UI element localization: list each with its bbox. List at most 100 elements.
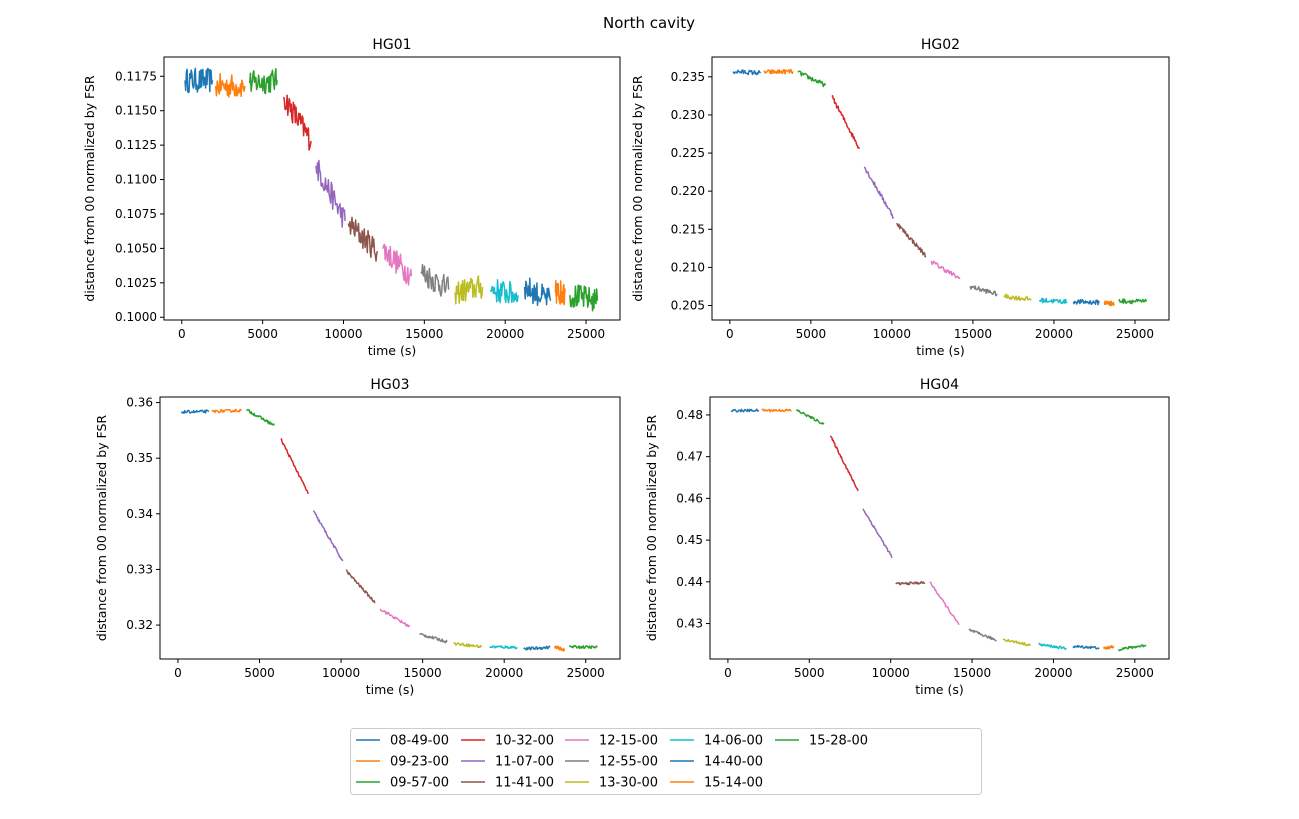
x-tick-label: 10000: [872, 666, 910, 680]
series-line-09-57-00: [248, 67, 278, 95]
legend-item: 08-49-00: [356, 734, 449, 749]
series-line-12-15-00: [379, 608, 411, 628]
series-line-10-32-00: [280, 437, 310, 495]
y-tick-label: 0.1075: [115, 207, 157, 221]
subplot-hg02: HG02 0 5000 10000 15000 20000 25000 0.205 0.210 0…: [630, 37, 1170, 358]
y-tick-label: 0.220: [671, 184, 705, 198]
y-tick-label: 0.235: [671, 70, 705, 84]
y-axis-label: distance from 00 normalized by FSR: [94, 415, 109, 642]
series-line-10-32-00: [831, 95, 861, 149]
x-tick-label: 5000: [796, 327, 827, 341]
legend-label: 12-15-00: [599, 734, 658, 749]
x-tick-label: 25000: [567, 666, 605, 680]
series-line-08-49-00: [180, 409, 210, 415]
series-line-15-28-00: [1117, 644, 1147, 652]
y-tick-label: 0.45: [676, 533, 703, 547]
legend-item: 11-41-00: [461, 776, 554, 791]
legend-item: 13-30-00: [565, 776, 658, 791]
y-tick-label: 0.35: [126, 451, 153, 465]
series-line-15-14-00: [554, 645, 566, 652]
y-tick-label: 0.1050: [115, 241, 157, 255]
series-line-11-07-00: [863, 166, 895, 219]
legend-label: 13-30-00: [599, 776, 658, 791]
series-line-10-32-00: [829, 435, 859, 492]
axes-frame: [159, 396, 621, 660]
x-tick-label: 5000: [244, 666, 275, 680]
series-line-12-55-00: [420, 263, 450, 297]
legend-label: 15-28-00: [809, 734, 868, 749]
legend-label: 09-23-00: [390, 755, 449, 770]
y-tick-label: 0.32: [126, 618, 153, 632]
x-axis-label: time (s): [366, 682, 414, 697]
series-line-12-55-00: [968, 628, 997, 642]
series-group: [180, 408, 598, 652]
y-tick-label: 0.225: [671, 146, 705, 160]
legend-item: 12-15-00: [565, 734, 658, 749]
legend-item: 12-55-00: [565, 755, 658, 770]
series-line-15-28-00: [568, 644, 598, 650]
legend-frame: [350, 728, 982, 795]
y-tick-label: 0.48: [676, 408, 703, 422]
y-tick-label: 0.36: [126, 396, 153, 410]
x-tick-label: 25000: [567, 327, 605, 341]
series-group: [730, 408, 1147, 652]
suptitle: North cavity: [603, 14, 695, 32]
legend-item: 14-40-00: [670, 755, 763, 770]
series-line-12-15-00: [382, 243, 413, 286]
y-tick-label: 0.1100: [115, 173, 157, 187]
series-line-09-57-00: [797, 70, 827, 88]
series-line-08-49-00: [732, 69, 762, 76]
x-tick-label: 15000: [953, 666, 991, 680]
axes-frame: [709, 396, 1170, 660]
y-axis-label: distance from 00 normalized by FSR: [644, 415, 659, 642]
y-tick-label: 0.34: [126, 507, 153, 521]
legend: 08-49-00 09-23-00 09-57-00 10-32-00 11-07-00…: [350, 728, 982, 795]
x-tick-label: 25000: [1116, 327, 1154, 341]
subplot-hg04: HG04 0 5000 10000 15000 20000 25000 0.43 0.44 0.4…: [644, 377, 1170, 697]
legend-label: 15-14-00: [704, 776, 763, 791]
legend-label: 08-49-00: [390, 734, 449, 749]
y-tick-label: 0.230: [671, 108, 705, 122]
series-line-08-49-00: [184, 67, 214, 94]
x-tick-label: 20000: [1034, 666, 1072, 680]
series-line-11-41-00: [896, 222, 927, 258]
x-axis-label: time (s): [916, 343, 964, 358]
y-axis-label: distance from 00 normalized by FSR: [82, 75, 97, 302]
x-tick-label: 0: [174, 666, 182, 680]
x-axis-label: time (s): [915, 682, 963, 697]
legend-label: 11-07-00: [495, 755, 554, 770]
legend-item: 14-06-00: [670, 734, 763, 749]
x-tick-label: 5000: [794, 666, 825, 680]
legend-item: 11-07-00: [461, 755, 554, 770]
y-tick-label: 0.1150: [115, 104, 157, 118]
series-line-09-57-00: [246, 408, 275, 426]
y-tick-label: 0.47: [676, 450, 703, 464]
series-line-10-32-00: [282, 94, 312, 151]
x-tick-label: 10000: [322, 666, 360, 680]
x-axis-label: time (s): [368, 343, 416, 358]
y-tick-label: 0.205: [671, 299, 705, 313]
series-line-09-23-00: [761, 408, 792, 413]
series-line-15-28-00: [569, 284, 599, 312]
series-line-11-41-00: [347, 216, 379, 262]
x-tick-label: 10000: [324, 327, 362, 341]
y-axis-label: distance from 00 normalized by FSR: [630, 75, 645, 302]
legend-item: 09-57-00: [356, 776, 449, 791]
x-tick-label: 15000: [405, 327, 443, 341]
series-line-15-28-00: [1118, 298, 1148, 305]
legend-label: 14-06-00: [704, 734, 763, 749]
series-group: [184, 67, 599, 312]
series-line-12-15-00: [930, 260, 961, 280]
series-line-15-14-00: [1103, 300, 1115, 307]
series-line-14-06-00: [489, 645, 518, 650]
series-line-13-30-00: [1002, 638, 1032, 647]
y-tick-label: 0.1025: [115, 276, 157, 290]
series-line-14-06-00: [1038, 642, 1067, 650]
x-tick-label: 25000: [1116, 666, 1154, 680]
subplot-title: HG03: [370, 377, 409, 393]
series-line-13-30-00: [454, 275, 484, 305]
legend-item: 09-23-00: [356, 755, 449, 770]
series-line-11-41-00: [345, 569, 376, 604]
legend-item: 15-14-00: [670, 776, 763, 791]
